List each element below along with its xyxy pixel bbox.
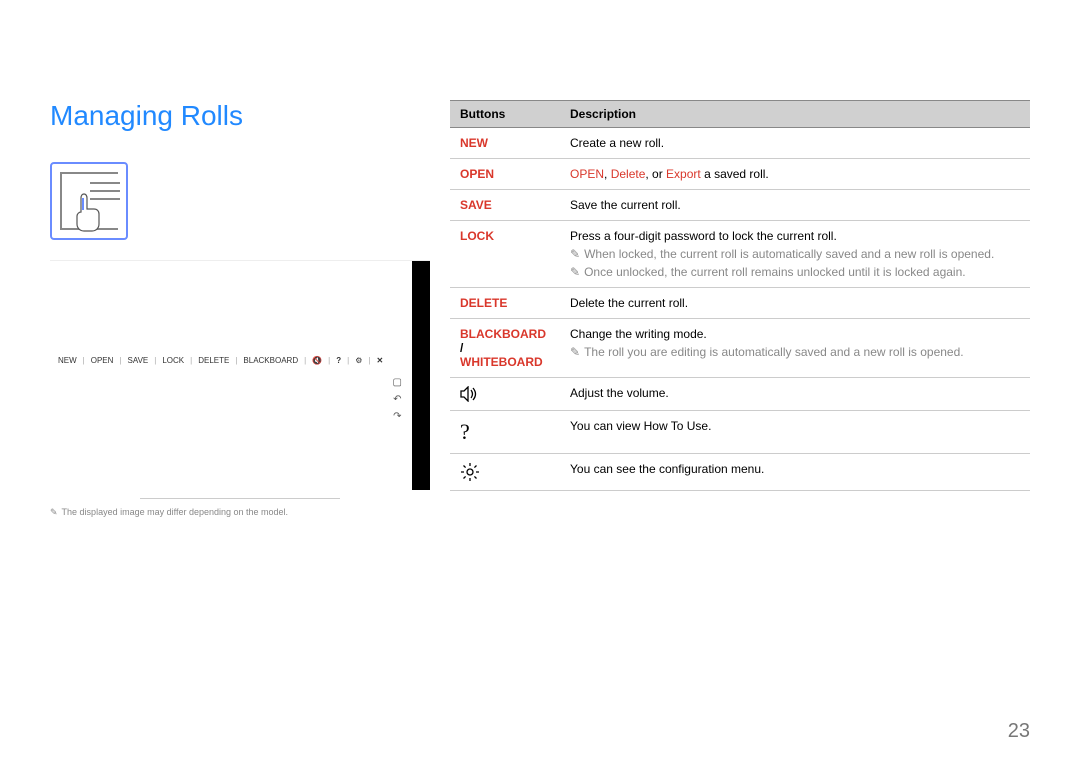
button-cell: LOCK (450, 221, 560, 288)
button-cell: OPEN (450, 159, 560, 190)
redo-icon: ↷ (393, 411, 401, 422)
pen-icon: ✎ (50, 507, 58, 517)
question-icon: ? (450, 411, 560, 454)
gear-icon (450, 454, 560, 491)
table-row: SAVESave the current roll. (450, 190, 1030, 221)
description-cell: OPEN, Delete, or Export a saved roll. (560, 159, 1030, 190)
question-icon: ? (336, 356, 341, 365)
finger-icon (74, 192, 102, 232)
undo-icon: ↶ (393, 394, 401, 405)
table-row: BLACKBOARD / WHITEBOARDChange the writin… (450, 319, 1030, 378)
thumbnail-illustration (50, 162, 128, 240)
table-header-description: Description (560, 101, 1030, 128)
volume-icon (450, 378, 560, 411)
description-cell: You can see the configuration menu. (560, 454, 1030, 491)
bookmark-icon: ▢ (393, 377, 402, 388)
table-row: DELETEDelete the current roll. (450, 288, 1030, 319)
table-row: OPENOPEN, Delete, or Export a saved roll… (450, 159, 1030, 190)
note-line: ✎Once unlocked, the current roll remains… (570, 265, 1020, 279)
note-line: ✎The roll you are editing is automatical… (570, 345, 1020, 359)
toolbar-delete: DELETE (198, 356, 229, 365)
toolbar-open: OPEN (91, 356, 114, 365)
footnote: ✎ The displayed image may differ dependin… (50, 507, 430, 518)
footnote-divider (140, 498, 340, 499)
toolbar-blackboard: BLACKBOARD (243, 356, 298, 365)
table-row: Adjust the volume. (450, 378, 1030, 411)
toolbar-lock: LOCK (162, 356, 184, 365)
toolbar-new: NEW (58, 356, 77, 365)
table-row: You can see the configuration menu. (450, 454, 1030, 491)
button-cell: NEW (450, 128, 560, 159)
pen-icon: ✎ (570, 247, 580, 261)
table-row: LOCKPress a four-digit password to lock … (450, 221, 1030, 288)
table-row: ?You can view How To Use. (450, 411, 1030, 454)
description-cell: Change the writing mode.✎The roll you ar… (560, 319, 1030, 378)
close-icon: ✕ (376, 356, 383, 365)
description-cell: Create a new roll. (560, 128, 1030, 159)
pen-icon: ✎ (570, 345, 580, 359)
button-cell: BLACKBOARD / WHITEBOARD (450, 319, 560, 378)
button-cell: SAVE (450, 190, 560, 221)
pen-icon: ✎ (570, 265, 580, 279)
table-row: NEWCreate a new roll. (450, 128, 1030, 159)
buttons-table: Buttons Description NEWCreate a new roll… (450, 100, 1030, 491)
screenshot-preview: NEW| OPEN| SAVE| LOCK| DELETE| BLACKBOAR… (50, 260, 430, 490)
page-number: 23 (1008, 720, 1030, 743)
volume-icon: 🔇 (312, 356, 322, 365)
note-line: ✎When locked, the current roll is automa… (570, 247, 1020, 261)
preview-toolbar: NEW| OPEN| SAVE| LOCK| DELETE| BLACKBOAR… (58, 356, 406, 365)
footnote-text: The displayed image may differ depending… (62, 507, 288, 517)
page-title: Managing Rolls (50, 100, 430, 132)
button-cell: DELETE (450, 288, 560, 319)
description-cell: Save the current roll. (560, 190, 1030, 221)
description-cell: Press a four-digit password to lock the … (560, 221, 1030, 288)
gear-icon: ⚙ (355, 356, 362, 365)
toolbar-save: SAVE (128, 356, 149, 365)
table-header-buttons: Buttons (450, 101, 560, 128)
preview-side-icons: ▢ ↶ ↷ (393, 377, 402, 422)
description-cell: Adjust the volume. (560, 378, 1030, 411)
description-cell: You can view How To Use. (560, 411, 1030, 454)
description-cell: Delete the current roll. (560, 288, 1030, 319)
